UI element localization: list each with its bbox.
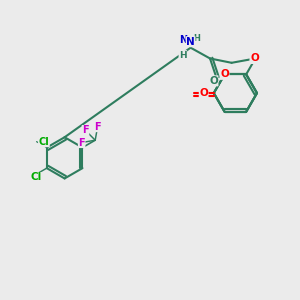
Text: O: O [199,88,208,98]
Text: N: N [179,35,188,45]
Text: F: F [78,138,85,148]
Text: N: N [186,37,195,47]
Text: O: O [250,53,259,64]
Text: F: F [94,122,101,132]
Text: F: F [82,125,89,136]
Text: O: O [220,69,229,80]
Text: O: O [209,76,218,86]
Text: Cl: Cl [38,137,49,147]
Text: Cl: Cl [30,172,41,182]
Text: H: H [194,34,200,43]
Text: H: H [179,51,187,60]
